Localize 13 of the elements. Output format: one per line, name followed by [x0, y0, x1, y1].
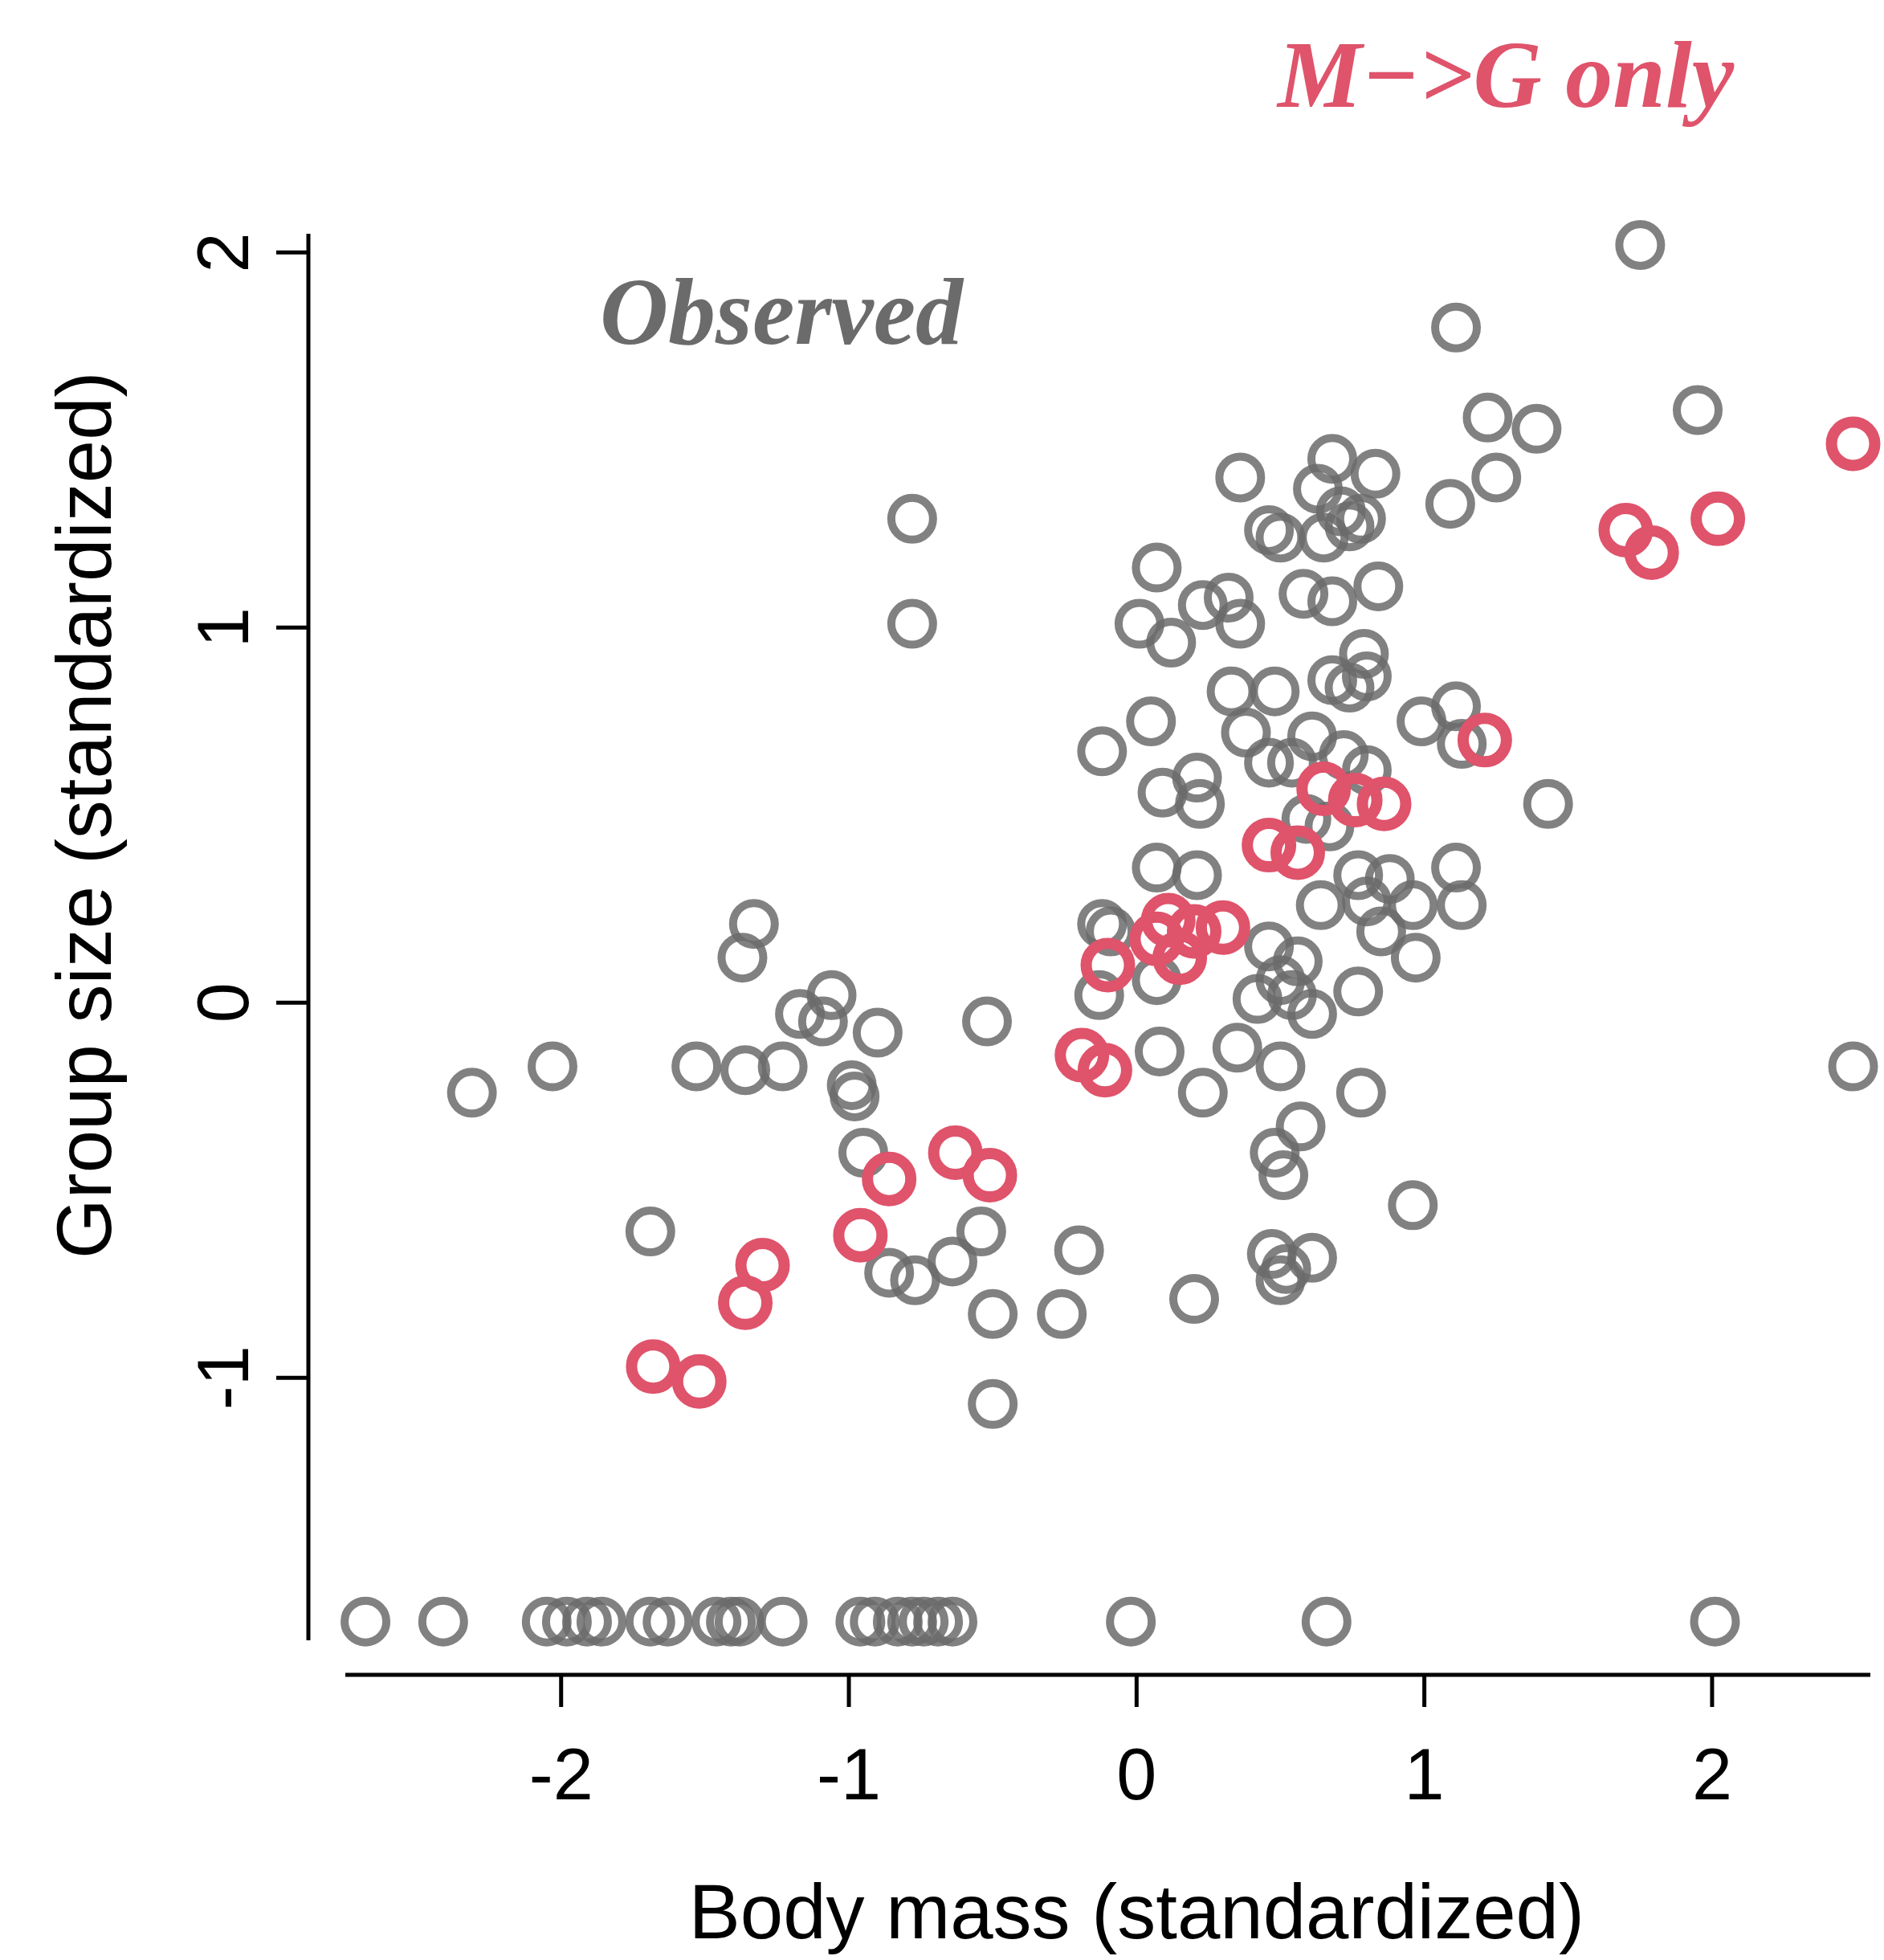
- y-tick-label: -1: [183, 1345, 263, 1411]
- y-tick-label: 2: [183, 232, 263, 273]
- series-label: Observed: [599, 259, 965, 365]
- x-tick-label: -2: [528, 1734, 593, 1815]
- x-tick-label: 1: [1404, 1734, 1445, 1815]
- y-tick-label: 0: [183, 982, 263, 1023]
- y-tick-label: 1: [183, 607, 263, 648]
- text: M−>G only: [1275, 22, 1735, 128]
- y-axis-title: Group size (standardized): [41, 371, 127, 1259]
- x-axis-title: Body mass (standardized): [688, 1868, 1584, 1954]
- x-tick-label: -1: [817, 1734, 882, 1815]
- x-tick-label: 2: [1691, 1734, 1732, 1815]
- x-tick-label: 0: [1116, 1734, 1157, 1815]
